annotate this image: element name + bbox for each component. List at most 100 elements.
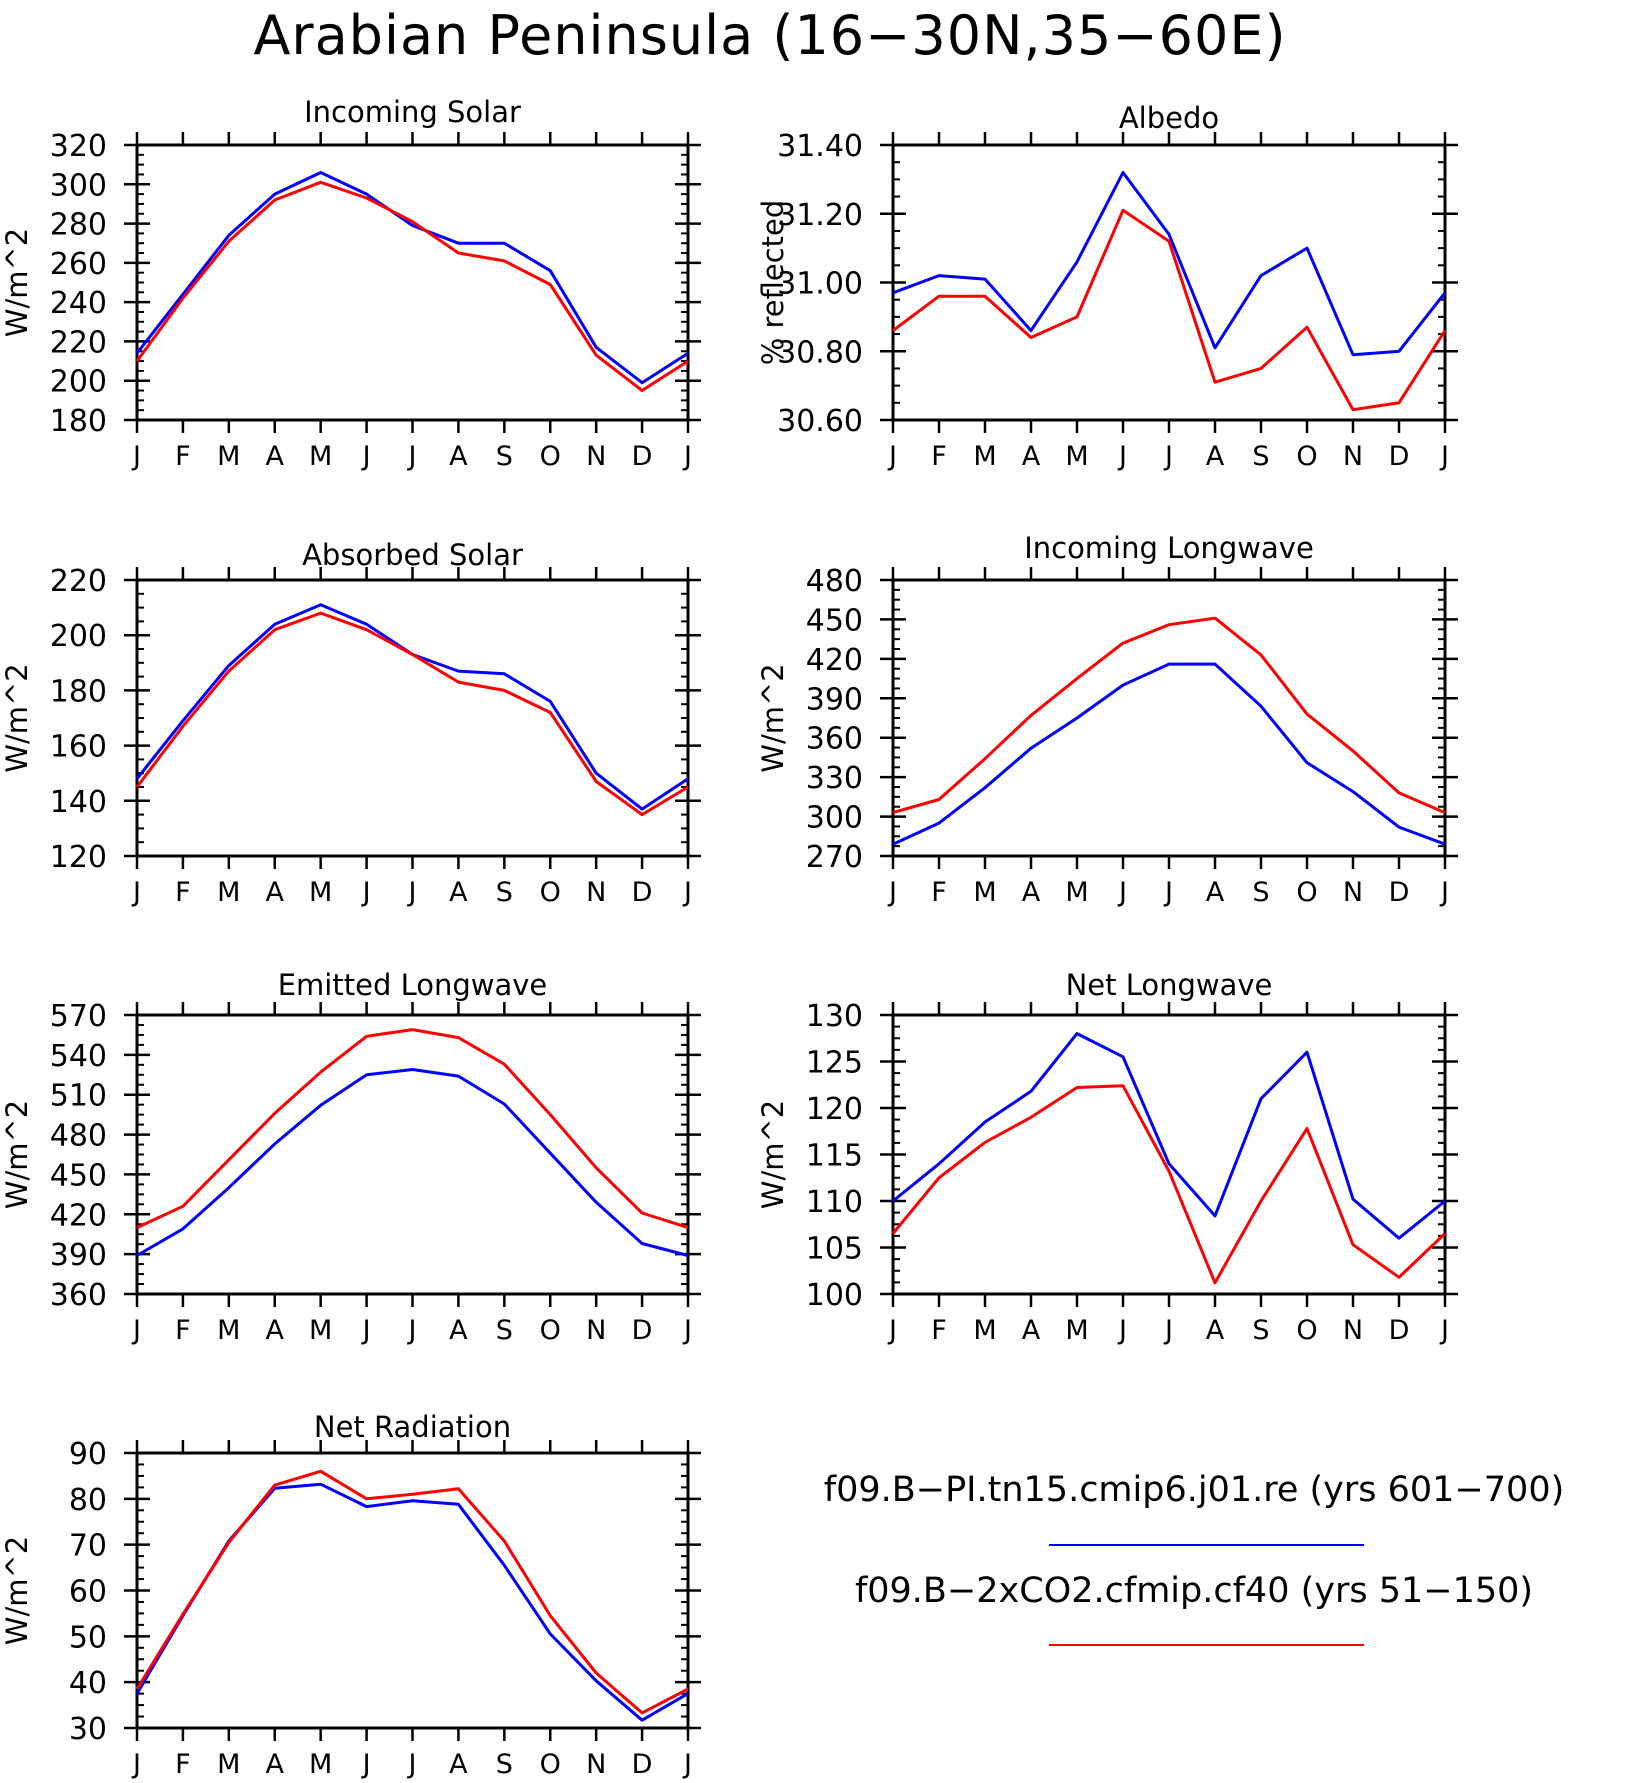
x-tick-label: J xyxy=(1439,877,1449,908)
x-tick-label: O xyxy=(1296,1315,1317,1346)
x-tick-label: J xyxy=(887,1315,897,1346)
x-tick-label: A xyxy=(449,1749,468,1780)
x-tick-label: A xyxy=(266,441,285,472)
x-tick-label: A xyxy=(1206,441,1225,472)
x-tick-label: A xyxy=(449,877,468,908)
x-tick-label: A xyxy=(266,1749,285,1780)
y-tick-label: 30.60 xyxy=(777,404,863,439)
legend-label-blue: f09.B−PI.tn15.cmip6.j01.re (yrs 601−700) xyxy=(823,1470,1565,1510)
series-line-red xyxy=(136,1028,689,1230)
y-tick-label: 360 xyxy=(50,1278,107,1313)
x-tick-label: A xyxy=(1206,1315,1225,1346)
y-tick-label: 60 xyxy=(69,1575,107,1610)
x-tick-label: S xyxy=(1252,877,1269,908)
x-tick-label: J xyxy=(361,877,371,908)
x-tick-label: M xyxy=(973,441,996,472)
y-tick-label: 420 xyxy=(50,1198,107,1233)
x-tick-label: S xyxy=(496,1749,513,1780)
y-tick-label: 280 xyxy=(50,208,107,243)
y-tick-label: 540 xyxy=(50,1039,107,1074)
x-tick-label: J xyxy=(131,877,141,908)
y-tick-label: 120 xyxy=(50,840,107,875)
y-tick-label: 115 xyxy=(806,1139,863,1174)
x-tick-label: D xyxy=(1389,441,1410,472)
x-tick-label: F xyxy=(175,1749,191,1780)
y-axis-label: W/m^2 xyxy=(0,1536,34,1645)
x-tick-label: A xyxy=(1022,441,1041,472)
legend-line-red xyxy=(1049,1644,1364,1646)
x-tick-label: A xyxy=(1206,877,1225,908)
x-tick-label: M xyxy=(309,1749,332,1780)
x-tick-label: J xyxy=(1439,441,1449,472)
x-tick-label: N xyxy=(586,877,606,908)
x-tick-label: O xyxy=(540,1315,561,1346)
series-line-red xyxy=(135,180,689,392)
y-tick-label: 220 xyxy=(50,564,107,599)
x-tick-label: F xyxy=(931,441,947,472)
x-tick-label: J xyxy=(407,1315,417,1346)
series-line-blue xyxy=(892,171,1447,357)
plot-frame xyxy=(135,1013,690,1296)
x-tick-label: A xyxy=(449,1315,468,1346)
y-tick-label: 480 xyxy=(806,564,863,599)
x-tick-label: S xyxy=(496,441,513,472)
legend-label-red: f09.B−2xCO2.cfmip.cf40 (yrs 51−150) xyxy=(854,1571,1534,1611)
x-tick-label: M xyxy=(309,1315,332,1346)
y-tick-label: 160 xyxy=(50,730,107,765)
series-line-blue xyxy=(135,603,689,811)
legend-line-blue xyxy=(1049,1544,1364,1546)
x-tick-label: M xyxy=(973,877,996,908)
x-tick-label: J xyxy=(361,1749,371,1780)
x-tick-label: J xyxy=(1163,877,1173,908)
y-tick-label: 30.80 xyxy=(777,335,863,370)
x-tick-label: S xyxy=(1252,1315,1269,1346)
y-tick-label: 100 xyxy=(806,1278,863,1313)
y-tick-label: 31.40 xyxy=(777,129,863,164)
x-tick-label: J xyxy=(682,441,692,472)
y-tick-label: 570 xyxy=(50,999,107,1034)
x-tick-label: M xyxy=(1065,1315,1088,1346)
y-tick-label: 220 xyxy=(50,325,107,360)
y-axis-label: W/m^2 xyxy=(756,1100,790,1209)
y-tick-label: 260 xyxy=(50,247,107,282)
series-line-blue xyxy=(892,1032,1446,1240)
x-tick-label: O xyxy=(1296,877,1317,908)
x-tick-label: D xyxy=(1389,877,1410,908)
panel-title: Net Longwave xyxy=(1066,968,1273,1002)
x-tick-label: J xyxy=(682,1749,692,1780)
x-tick-label: J xyxy=(131,441,141,472)
y-tick-label: 360 xyxy=(806,722,863,757)
y-tick-label: 180 xyxy=(50,674,107,709)
y-axis-label: W/m^2 xyxy=(0,1100,34,1209)
panel-title: Emitted Longwave xyxy=(278,968,548,1002)
series-line-blue xyxy=(892,662,1446,846)
x-tick-label: J xyxy=(1117,441,1127,472)
y-axis-label: W/m^2 xyxy=(0,663,34,772)
x-tick-label: A xyxy=(1022,1315,1041,1346)
y-tick-label: 300 xyxy=(806,801,863,836)
plot-frame xyxy=(135,143,690,422)
panel-title: Absorbed Solar xyxy=(302,538,523,572)
series-line-red xyxy=(135,611,689,817)
x-tick-label: J xyxy=(407,1749,417,1780)
y-tick-label: 240 xyxy=(50,286,107,321)
panel-title: Net Radiation xyxy=(314,1410,511,1444)
x-tick-label: D xyxy=(632,1315,653,1346)
x-tick-label: J xyxy=(1117,877,1127,908)
x-tick-label: J xyxy=(682,877,692,908)
y-tick-label: 510 xyxy=(50,1079,107,1114)
x-tick-label: O xyxy=(540,1749,561,1780)
y-tick-label: 105 xyxy=(806,1232,863,1267)
chart-panel-4: J F M A M J J A S O N D J270300330360390420450480Inc… xyxy=(756,531,1458,908)
y-tick-label: 300 xyxy=(50,168,107,203)
chart-panel-1: J F M A M J J A S O N D J180200220240260280300320Inc… xyxy=(0,95,701,472)
x-tick-label: M xyxy=(309,877,332,908)
y-tick-label: 450 xyxy=(50,1158,107,1193)
x-tick-label: M xyxy=(309,441,332,472)
x-tick-label: O xyxy=(540,441,561,472)
x-tick-label: J xyxy=(407,441,417,472)
series-line-blue xyxy=(136,1068,689,1257)
series-line-blue xyxy=(135,1482,689,1722)
x-tick-label: A xyxy=(266,1315,285,1346)
